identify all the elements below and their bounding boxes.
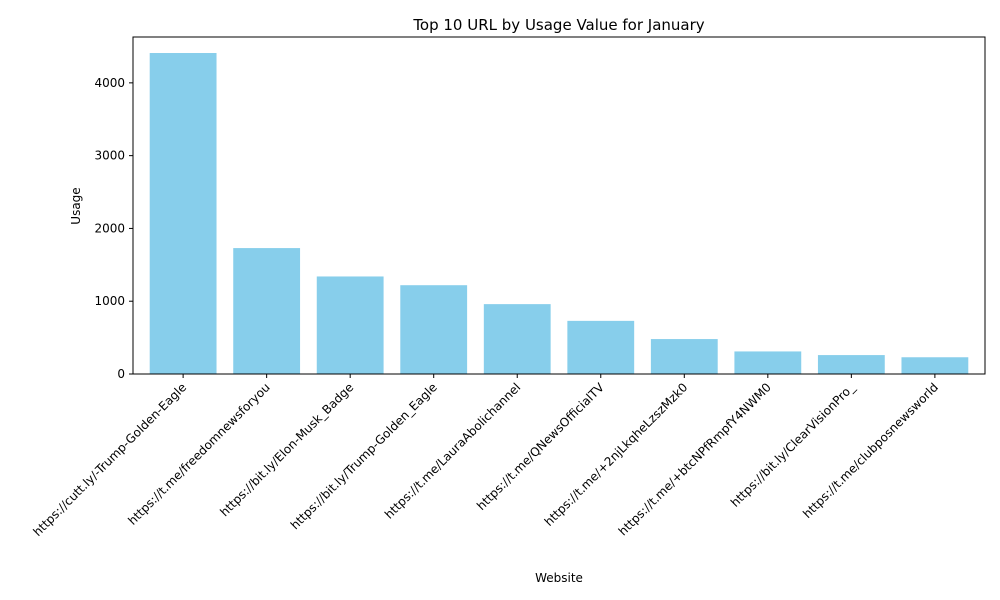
bar-1 xyxy=(149,53,217,374)
y-tick-label: 2000 xyxy=(94,221,125,235)
x-tick-label: https://bit.ly/Elon-Musk_Badge xyxy=(217,380,356,519)
x-tick-label: https://bit.ly/Trump-Golden_Eagle xyxy=(288,380,440,532)
bar-6 xyxy=(567,320,635,374)
y-tick-label: 4000 xyxy=(94,76,125,90)
bar-5 xyxy=(483,304,551,374)
bar-2 xyxy=(233,248,301,374)
x-tick-label: https://t.me/LauraAbolichannel xyxy=(382,380,523,521)
y-axis-title: Usage xyxy=(69,187,83,224)
bar-8 xyxy=(734,351,802,374)
bar-7 xyxy=(650,339,718,374)
x-axis-title: Website xyxy=(535,571,583,585)
x-tick-label: https://t.me/freedomnewsforyou xyxy=(125,380,272,527)
y-tick-label: 0 xyxy=(117,367,125,381)
x-tick-label: https://t.me/+2njLkqheLzszMzk0 xyxy=(542,380,691,529)
bar-3 xyxy=(316,276,384,374)
x-tick-label: https://t.me/+btcNPfRmpfY4NWM0 xyxy=(616,380,774,538)
bar-10 xyxy=(901,357,969,374)
x-axis-ticks: https://cutt.ly/-Trump-Golden-Eaglehttps… xyxy=(30,374,941,539)
bar-9 xyxy=(817,355,885,374)
x-tick-label: https://cutt.ly/-Trump-Golden-Eagle xyxy=(30,380,189,539)
chart-title: Top 10 URL by Usage Value for January xyxy=(412,16,704,34)
y-tick-label: 1000 xyxy=(94,294,125,308)
bar-4 xyxy=(400,285,468,374)
y-tick-label: 3000 xyxy=(94,149,125,163)
bars-layer xyxy=(149,53,969,374)
plot-area-frame xyxy=(132,36,986,375)
x-tick-label: https://t.me/clubposnewsworld xyxy=(800,380,941,521)
y-axis-ticks: 0 1000 2000 3000 4000 xyxy=(94,76,133,381)
